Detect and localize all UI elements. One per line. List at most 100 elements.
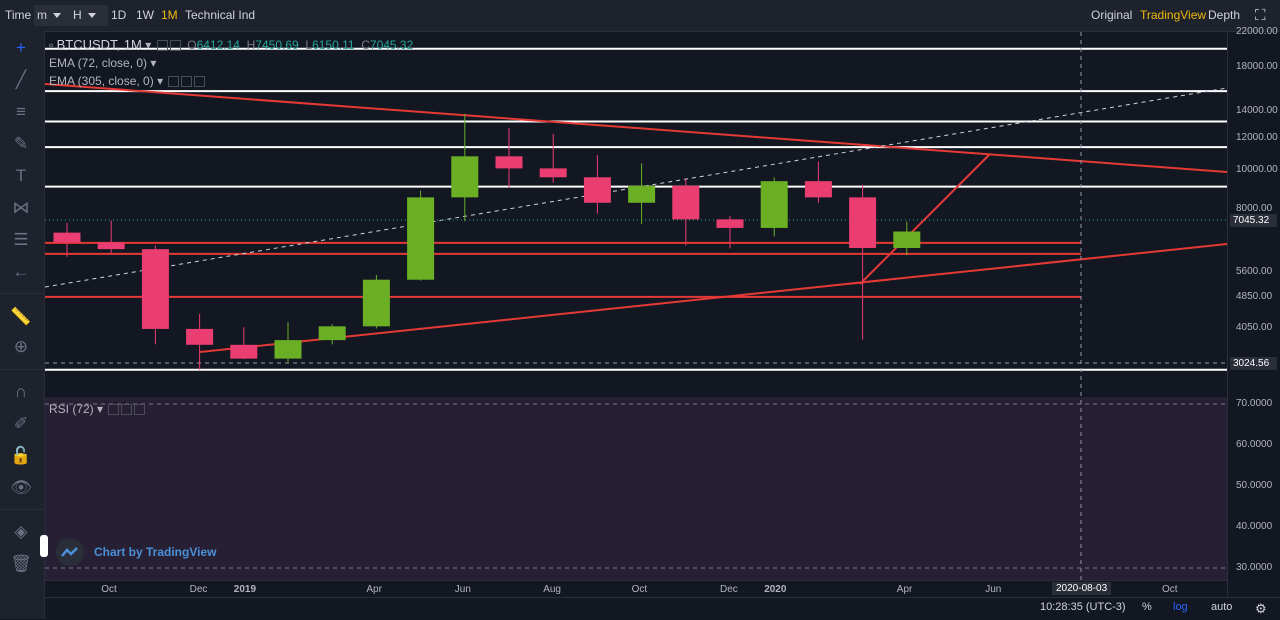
candle-body bbox=[186, 328, 214, 345]
time-tick-label: Aug bbox=[543, 584, 561, 595]
rsi-tick-label: 30.0000 bbox=[1236, 562, 1273, 573]
candle-2019-05 bbox=[407, 190, 435, 281]
candle-body bbox=[628, 185, 656, 203]
fullscreen-icon[interactable]: ⛶ bbox=[1255, 7, 1266, 24]
close-value: 7045.32 bbox=[369, 38, 414, 52]
settings-gear-icon[interactable]: ⚙ bbox=[1255, 601, 1267, 616]
price-tick-label: 4850.00 bbox=[1236, 290, 1273, 302]
high-value: 7450.69 bbox=[255, 38, 299, 52]
hide-icon[interactable] bbox=[181, 76, 193, 88]
candle-2019-03 bbox=[318, 324, 346, 345]
time-axis[interactable]: Oct Dec 2019 Apr Jun Aug Oct Dec 2020 Apr Jun Oct bbox=[45, 580, 1227, 598]
interval-1w-button[interactable]: 1W bbox=[136, 8, 154, 22]
fib-retracement-icon[interactable]: ☰ bbox=[13, 230, 29, 249]
hide-icon[interactable] bbox=[121, 404, 133, 416]
close-icon[interactable] bbox=[194, 76, 206, 88]
candle-2019-01 bbox=[230, 327, 258, 360]
time-tick-label: Oct bbox=[631, 584, 648, 595]
candle-2020-04 bbox=[893, 221, 921, 256]
view-tradingview-button[interactable]: TradingView bbox=[1140, 8, 1207, 22]
ruler-icon[interactable]: 📏 bbox=[10, 307, 32, 326]
legend-ema-305[interactable]: EMA (305, close, 0) ▾ bbox=[49, 74, 206, 88]
rsi-tick-label: 60.0000 bbox=[1236, 439, 1273, 450]
time-tick-label: Oct bbox=[1162, 584, 1178, 595]
text-icon[interactable]: T bbox=[15, 166, 27, 185]
candle-2018-09 bbox=[53, 222, 81, 257]
open-label: O bbox=[187, 38, 197, 52]
price-axis[interactable]: 22000.00 18000.00 14000.00 12000.00 10000.00… bbox=[1227, 26, 1280, 597]
settings-icon[interactable] bbox=[156, 40, 168, 52]
log-toggle[interactable]: log bbox=[1173, 601, 1188, 613]
candle-body bbox=[716, 219, 744, 228]
candle-body bbox=[97, 242, 125, 250]
layers-icon[interactable]: ◈ bbox=[14, 522, 28, 541]
watermark-text: Chart by TradingView bbox=[94, 545, 217, 559]
trend-line-icon[interactable]: ╱ bbox=[15, 70, 27, 89]
chevron-down-icon[interactable]: ▾ bbox=[97, 402, 104, 416]
crosshair-date-tag: 2020-08-03 bbox=[1052, 582, 1112, 595]
candle-body bbox=[274, 340, 302, 359]
sidebar-collapse-handle[interactable] bbox=[40, 535, 48, 557]
time-tick-label: Oct bbox=[101, 584, 117, 595]
percent-toggle[interactable]: % bbox=[1142, 601, 1152, 613]
close-icon[interactable] bbox=[134, 404, 146, 416]
hide-icon[interactable] bbox=[169, 40, 181, 52]
candle-body bbox=[849, 197, 877, 248]
candle-2019-10 bbox=[628, 163, 656, 225]
settings-icon[interactable] bbox=[168, 76, 180, 88]
candle-body bbox=[407, 197, 435, 280]
symbol-label[interactable]: BTCUSDT, 1M bbox=[56, 37, 142, 52]
view-original-button[interactable]: Original bbox=[1091, 8, 1133, 22]
candle-body bbox=[672, 185, 700, 220]
crosshair-icon[interactable]: + bbox=[16, 38, 26, 57]
view-depth-button[interactable]: Depth bbox=[1208, 8, 1241, 22]
chevron-down-icon[interactable]: ▾ bbox=[150, 56, 157, 70]
candle-body bbox=[318, 326, 346, 341]
zoom-in-icon[interactable]: ⊕ bbox=[13, 337, 29, 356]
minute-select[interactable]: m bbox=[34, 5, 70, 26]
legend-toggle-icon[interactable]: ▫ bbox=[49, 38, 54, 52]
price-chart[interactable] bbox=[45, 32, 1227, 580]
rsi-label: RSI (72) bbox=[49, 402, 94, 416]
auto-toggle[interactable]: auto bbox=[1211, 601, 1233, 613]
brush-icon[interactable]: ✎ bbox=[13, 134, 29, 153]
arrow-left-icon[interactable]: ← bbox=[12, 262, 30, 281]
interval-1m-button[interactable]: 1M bbox=[161, 8, 178, 22]
legend-rsi[interactable]: RSI (72) ▾ bbox=[49, 402, 146, 416]
candle-body bbox=[804, 181, 832, 198]
descending-trend-line bbox=[45, 83, 1227, 173]
toolbar-divider bbox=[0, 509, 44, 510]
bottom-bar: 10:28:35 (UTC-3) % log auto ⚙ bbox=[45, 597, 1280, 620]
lock-icon[interactable]: 🔓 bbox=[10, 446, 32, 465]
projection-line bbox=[859, 153, 991, 285]
tradingview-watermark[interactable]: Chart by TradingView bbox=[56, 538, 216, 566]
eye-icon[interactable]: 👁 bbox=[10, 478, 32, 497]
chevron-down-icon bbox=[53, 13, 61, 19]
price-tick-label: 10000.00 bbox=[1236, 164, 1278, 176]
technical-indicators-button[interactable]: Technical Ind bbox=[185, 8, 256, 22]
tradingview-logo-icon bbox=[56, 538, 84, 566]
candle-2019-12 bbox=[716, 215, 744, 249]
ema-305-label: EMA (305, close, 0) bbox=[49, 74, 154, 88]
rsi-tick-label: 40.0000 bbox=[1236, 521, 1273, 532]
chevron-down-icon[interactable]: ▾ bbox=[145, 38, 152, 52]
high-label: H bbox=[246, 38, 256, 52]
horizontal-lines-icon[interactable]: ≡ bbox=[16, 102, 26, 121]
hour-select[interactable]: H bbox=[70, 5, 108, 26]
legend-ema-72[interactable]: EMA (72, close, 0) ▾ bbox=[49, 56, 156, 70]
candle-body bbox=[451, 156, 479, 198]
settings-icon[interactable] bbox=[108, 404, 120, 416]
ascending-trend-line bbox=[199, 243, 1227, 353]
price-tick-label: 18000.00 bbox=[1236, 61, 1278, 73]
chevron-down-icon[interactable]: ▾ bbox=[157, 74, 164, 88]
price-tick-label: 22000.00 bbox=[1236, 26, 1278, 37]
magnet-icon[interactable]: ∩ bbox=[14, 382, 28, 401]
pattern-icon[interactable]: ⋈ bbox=[12, 198, 30, 217]
low-value: 6150.11 bbox=[312, 38, 355, 52]
rsi-tick-label: 50.0000 bbox=[1236, 480, 1273, 491]
price-tick-label: 8000.00 bbox=[1236, 203, 1273, 215]
interval-1d-button[interactable]: 1D bbox=[111, 8, 127, 22]
trash-icon[interactable]: 🗑 bbox=[10, 554, 32, 573]
pencil-lock-icon[interactable]: ✐ bbox=[13, 414, 29, 433]
candle-2019-02 bbox=[274, 322, 302, 362]
